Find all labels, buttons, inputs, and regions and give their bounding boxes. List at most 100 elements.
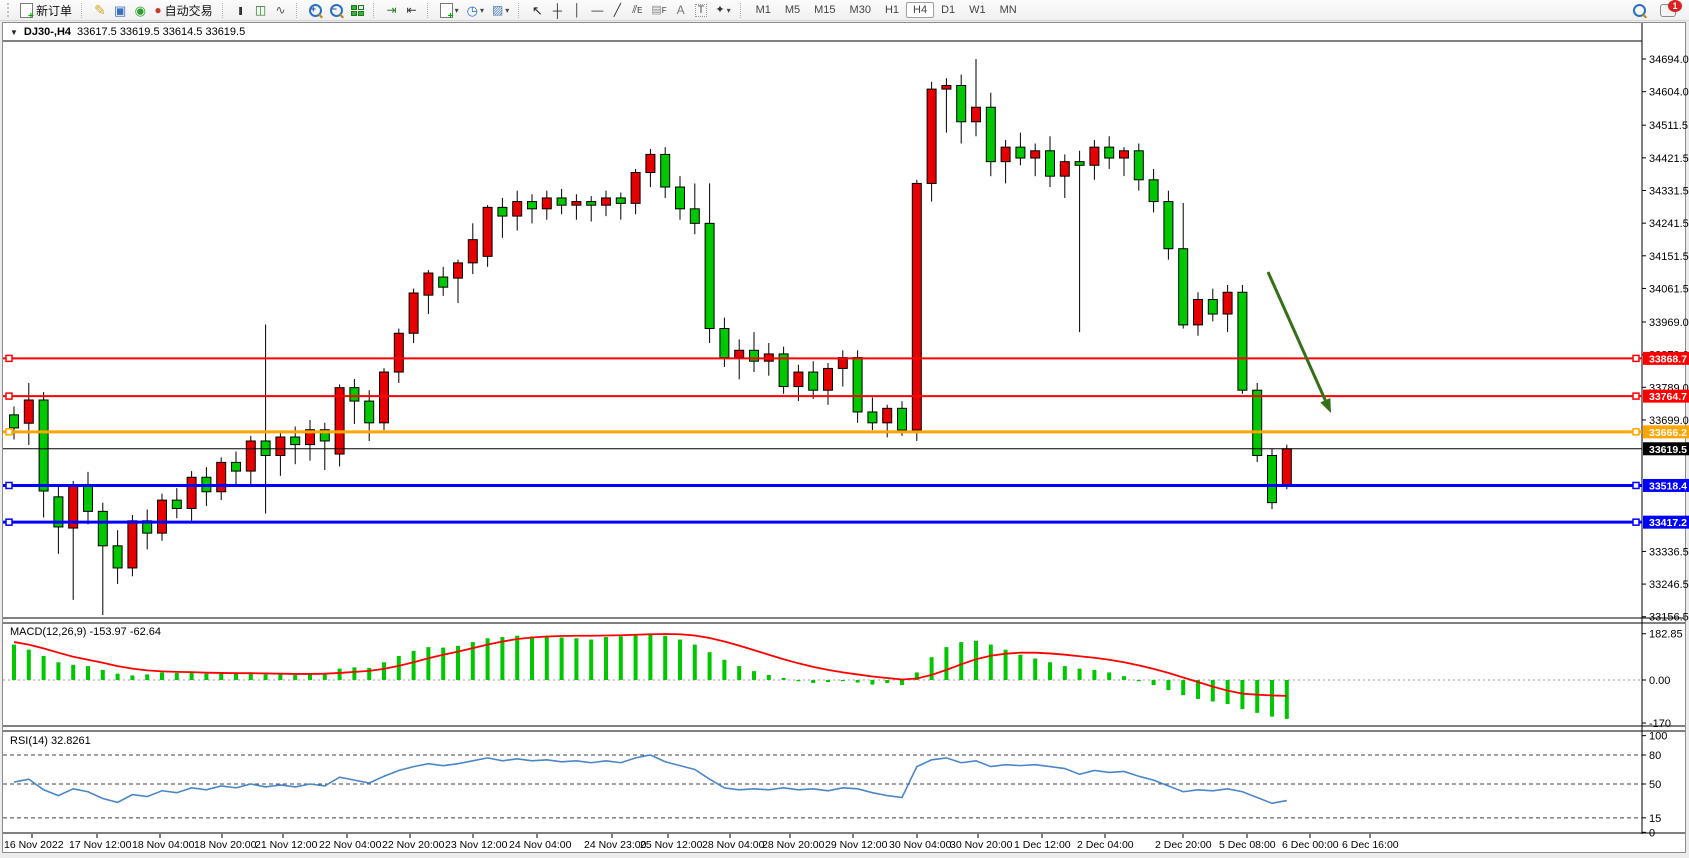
fibonacci-icon: ▤ — [651, 3, 662, 16]
templates-button[interactable]: ▨ ▾ — [488, 1, 513, 19]
svg-text:100: 100 — [1649, 731, 1667, 743]
svg-text:0.00: 0.00 — [1649, 675, 1670, 687]
fibonacci-glyph: F — [661, 5, 667, 15]
auto-scroll-icon: ⇥ — [386, 3, 397, 17]
symbol-ohlc: 33617.5 33619.5 33614.5 33619.5 — [77, 26, 246, 38]
zoom-out-button[interactable]: − — [326, 1, 347, 19]
symbol-dropdown-icon[interactable]: ▼ — [10, 27, 18, 37]
channel-glyph: E — [637, 5, 643, 15]
channel-button[interactable]: ⫽ E — [627, 1, 647, 19]
crosshair-button[interactable]: ┼ — [547, 1, 567, 19]
svg-text:18 Nov 20:00: 18 Nov 20:00 — [194, 839, 257, 851]
toolbar-grip[interactable] — [7, 3, 12, 17]
symbol-title: DJ30-,H4 — [23, 26, 71, 38]
line-chart-button[interactable]: ∿ — [271, 1, 291, 19]
search-icon — [1633, 3, 1646, 17]
svg-text:33336.5: 33336.5 — [1649, 546, 1689, 558]
svg-text:33764.7: 33764.7 — [1649, 391, 1687, 403]
trendline-button[interactable]: ╱ — [607, 1, 627, 19]
crosshair-icon: ┼ — [552, 2, 562, 18]
timeframe-w1[interactable]: W1 — [969, 4, 986, 16]
strategy-tester-button[interactable]: ◉ — [130, 1, 150, 19]
chart-shift-button[interactable]: ⇤ — [402, 1, 422, 19]
svg-text:-170: -170 — [1649, 718, 1671, 730]
timeframe-m15[interactable]: M15 — [814, 4, 836, 16]
periods-button[interactable]: ◷ ▾ — [463, 1, 488, 19]
svg-text:22 Nov 04:00: 22 Nov 04:00 — [319, 839, 382, 851]
candlestick-icon: ◫ — [254, 3, 267, 17]
chevron-down-icon: ▾ — [726, 5, 731, 15]
new-chart-button[interactable]: ✎ — [90, 1, 110, 19]
text-button[interactable]: A — [671, 1, 691, 19]
timeframe-mn[interactable]: MN — [999, 4, 1017, 16]
autotrading-button[interactable]: ● 自动交易 — [150, 1, 216, 19]
zoom-in-icon: + — [308, 3, 322, 17]
cursor-button[interactable]: ↖ — [527, 1, 547, 19]
profiles-button[interactable]: ▣ — [110, 1, 130, 19]
timeframe-m1[interactable]: M1 — [755, 4, 771, 16]
timeframe-h1[interactable]: H1 — [884, 4, 900, 16]
chart-shift-icon: ⇤ — [406, 3, 417, 17]
chevron-down-icon: ▾ — [505, 5, 510, 15]
shapes-button[interactable]: ✦ ▾ — [711, 1, 734, 19]
label-button[interactable]: T — [691, 1, 712, 19]
candlestick-button[interactable]: ◫ — [251, 1, 271, 19]
svg-text:33156.5: 33156.5 — [1649, 612, 1689, 624]
main-toolbar: + 新订单 ✎ ▣ ◉ ● 自动交易 𝅛 ◫ ∿ + − ⇥ ⇤ + ▾ ◷ ▾ ▨… — [0, 0, 1689, 21]
svg-text:24 Nov 23:00: 24 Nov 23:00 — [584, 839, 647, 851]
timeframe-h4[interactable]: H4 — [906, 2, 935, 18]
svg-text:25 Nov 12:00: 25 Nov 12:00 — [640, 839, 703, 851]
svg-text:33246.5: 33246.5 — [1649, 579, 1689, 591]
bar-chart-button[interactable]: 𝅛 — [231, 1, 251, 19]
symbol-info-bar[interactable]: ▼ DJ30-,H4 33617.5 33619.5 33614.5 33619… — [10, 26, 245, 38]
timeframe-m5[interactable]: M5 — [784, 4, 801, 16]
svg-text:33969.0: 33969.0 — [1649, 317, 1689, 329]
svg-text:16 Nov 2022: 16 Nov 2022 — [4, 839, 64, 851]
svg-text:21 Nov 12:00: 21 Nov 12:00 — [255, 839, 318, 851]
fibonacci-button[interactable]: ▤ F — [647, 1, 670, 19]
profile-icon: ▣ — [114, 2, 127, 18]
autotrading-icon: ● — [154, 3, 162, 17]
text-icon: A — [676, 3, 685, 17]
svg-text:6 Dec 00:00: 6 Dec 00:00 — [1282, 839, 1339, 851]
notifications-button[interactable]: 1 — [1656, 0, 1682, 19]
svg-text:1 Dec 12:00: 1 Dec 12:00 — [1014, 839, 1071, 851]
svg-text:29 Nov 12:00: 29 Nov 12:00 — [825, 839, 888, 851]
macd-values: -153.97 -62.64 — [89, 626, 162, 638]
svg-text:28 Nov 04:00: 28 Nov 04:00 — [702, 839, 765, 851]
chat-icon: 1 — [1660, 0, 1682, 17]
timeframe-m30[interactable]: M30 — [849, 4, 871, 16]
tile-windows-button[interactable] — [347, 1, 368, 19]
svg-text:15: 15 — [1649, 813, 1661, 825]
timeframe-d1[interactable]: D1 — [941, 4, 956, 16]
new-order-icon: + — [20, 2, 34, 21]
svg-text:5 Dec 08:00: 5 Dec 08:00 — [1219, 839, 1276, 851]
new-order-label: 新订单 — [36, 3, 73, 18]
chevron-down-icon: ▾ — [479, 5, 484, 15]
search-button[interactable] — [1629, 1, 1650, 19]
label-icon: T — [694, 3, 708, 17]
svg-text:30 Nov 20:00: 30 Nov 20:00 — [950, 839, 1013, 851]
horizontal-line-button[interactable]: — — [587, 1, 607, 19]
svg-text:18 Nov 04:00: 18 Nov 04:00 — [132, 839, 195, 851]
svg-text:34604.0: 34604.0 — [1649, 87, 1689, 99]
svg-text:33666.2: 33666.2 — [1649, 427, 1687, 439]
indicators-icon: + — [439, 2, 453, 21]
svg-text:24 Nov 04:00: 24 Nov 04:00 — [509, 839, 572, 851]
vertical-line-button[interactable]: │ — [567, 1, 587, 19]
indicators-button[interactable]: + ▾ — [436, 1, 463, 21]
template-icon: ▨ — [491, 3, 504, 17]
svg-text:0: 0 — [1649, 827, 1655, 839]
svg-text:34241.5: 34241.5 — [1649, 218, 1689, 230]
zoom-in-button[interactable]: + — [305, 1, 326, 19]
tile-windows-icon — [350, 4, 364, 16]
svg-text:23 Nov 12:00: 23 Nov 12:00 — [445, 839, 508, 851]
auto-scroll-button[interactable]: ⇥ — [382, 1, 402, 19]
svg-text:2 Dec 20:00: 2 Dec 20:00 — [1155, 839, 1212, 851]
new-order-button[interactable]: + 新订单 — [16, 1, 76, 21]
trendline-icon: ╱ — [613, 3, 621, 17]
rsi-value: 32.8261 — [50, 735, 91, 747]
svg-text:34331.5: 34331.5 — [1649, 186, 1689, 198]
svg-text:33699.0: 33699.0 — [1649, 415, 1689, 427]
